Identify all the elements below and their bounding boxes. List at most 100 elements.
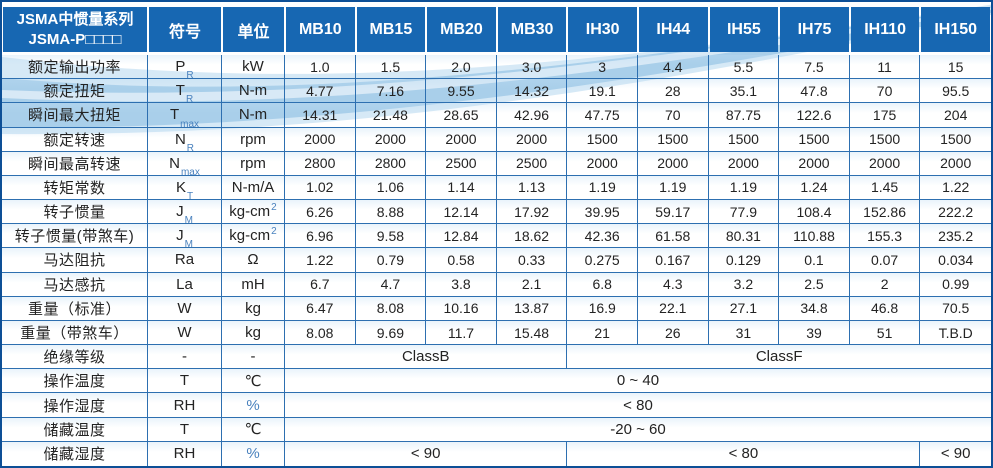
spec-value: 19.1	[567, 79, 638, 104]
spec-value: 7.5	[779, 55, 850, 80]
symbol-main: T	[179, 372, 190, 390]
spec-value: 14.32	[496, 79, 568, 104]
spec-value: T.B.D	[920, 320, 991, 346]
spec-value: 2000	[920, 151, 991, 176]
spec-value: 0.58	[426, 248, 497, 273]
row-symbol: W	[148, 320, 222, 346]
unit-text: kg-cm	[229, 203, 271, 221]
spec-value: 6.47	[285, 296, 356, 321]
spec-value: 1.19	[637, 175, 709, 201]
spec-value: 4.7	[355, 272, 427, 297]
spec-value: 95.5	[920, 79, 991, 104]
unit-text: %	[246, 445, 260, 463]
spec-value: 70	[849, 79, 921, 104]
row-unit: kW	[222, 55, 285, 80]
spec-value: 77.9	[708, 200, 780, 225]
unit-text: N-m	[238, 82, 268, 100]
row-unit: ℃	[222, 369, 285, 394]
spec-value: 14.31	[285, 103, 356, 128]
spec-value: 1.45	[849, 175, 921, 201]
row-label: 转子惯量	[2, 200, 148, 225]
spec-value: 6.8	[567, 272, 638, 297]
spec-value: 80.31	[708, 224, 780, 249]
spec-value: 11.7	[426, 320, 497, 346]
row-unit: rpm	[222, 151, 285, 176]
spec-value: 12.84	[426, 224, 497, 249]
row-unit: kg	[222, 320, 285, 346]
unit-text: -	[250, 348, 256, 366]
symbol-main: K	[175, 178, 186, 196]
spec-value: 6.26	[285, 200, 356, 225]
spec-value: 87.75	[708, 103, 780, 128]
model-column-header-label: MB10	[286, 7, 355, 52]
model-column-header: MB30	[497, 2, 568, 55]
spec-value: 0.1	[779, 248, 850, 273]
unit-column-header: 单位	[222, 2, 285, 55]
spec-value: 2000	[637, 151, 709, 176]
spec-value: 7.16	[355, 79, 427, 104]
row-unit: -	[222, 345, 285, 370]
unit-text: kg-cm	[229, 227, 271, 245]
spec-value: 0.07	[849, 248, 921, 273]
spec-value: 1.13	[496, 175, 568, 201]
model-column-header-label: IH75	[780, 7, 849, 52]
symbol-main: T	[175, 82, 185, 100]
spec-value: 2500	[426, 151, 497, 176]
table-title-line1: JSMA中惯量系列	[16, 11, 134, 28]
spec-value: 15.48	[496, 320, 568, 346]
unit-superscript: 2	[271, 226, 277, 238]
row-label: 重量（带煞车）	[2, 320, 148, 346]
table-title-cell: JSMA中惯量系列 JSMA-P□□□□	[2, 2, 148, 55]
spec-value: 22.1	[637, 296, 709, 321]
spec-value: 0.33	[496, 248, 568, 273]
merged-value: < 80	[567, 441, 921, 466]
spec-value: 1.5	[355, 55, 427, 80]
row-label: 转子惯量(带煞车)	[2, 224, 148, 249]
symbol-main: W	[177, 324, 192, 342]
spec-value: 46.8	[849, 296, 921, 321]
spec-value: 2000	[779, 151, 850, 176]
spec-value: 222.2	[920, 200, 991, 225]
row-unit: rpm	[222, 127, 285, 152]
row-label: 额定转速	[2, 127, 148, 152]
unit-text: kW	[242, 58, 264, 76]
merged-value: ClassB	[285, 345, 568, 370]
model-column-header-label: MB30	[497, 7, 567, 52]
spec-value: 2.5	[779, 272, 850, 297]
row-label: 瞬间最高转速	[2, 151, 148, 176]
spec-value: 1500	[920, 127, 991, 152]
spec-value: 2	[849, 272, 921, 297]
symbol-main: RH	[173, 445, 196, 463]
model-column-header-label: MB15	[356, 7, 426, 52]
row-unit: %	[222, 441, 285, 466]
unit-text: Ω	[247, 251, 259, 269]
row-symbol: La	[148, 272, 222, 297]
spec-value: 47.8	[779, 79, 850, 104]
spec-value: 1500	[779, 127, 850, 152]
spec-value: 2000	[849, 151, 921, 176]
row-unit: %	[222, 393, 285, 418]
row-label: 马达感抗	[2, 272, 148, 297]
table-title: JSMA中惯量系列 JSMA-P□□□□	[3, 7, 147, 52]
spec-value: 6.96	[285, 224, 356, 249]
merged-value: -20 ~ 60	[285, 417, 991, 442]
spec-value: 3.0	[496, 55, 568, 80]
model-column-header-label: IH110	[850, 7, 920, 52]
spec-value: 1500	[849, 127, 921, 152]
model-column-header: IH44	[638, 2, 709, 55]
unit-text: ℃	[244, 421, 262, 439]
model-column-header-label: IH150	[921, 7, 990, 52]
unit-column-header-label: 单位	[223, 7, 284, 52]
spec-value: 2500	[496, 151, 568, 176]
unit-text: rpm	[240, 130, 266, 148]
symbol-subscript: R	[186, 142, 195, 154]
spec-value: 0.167	[637, 248, 709, 273]
spec-value: 39	[779, 320, 850, 346]
spec-value: 3.8	[426, 272, 497, 297]
model-column-header: MB10	[285, 2, 356, 55]
